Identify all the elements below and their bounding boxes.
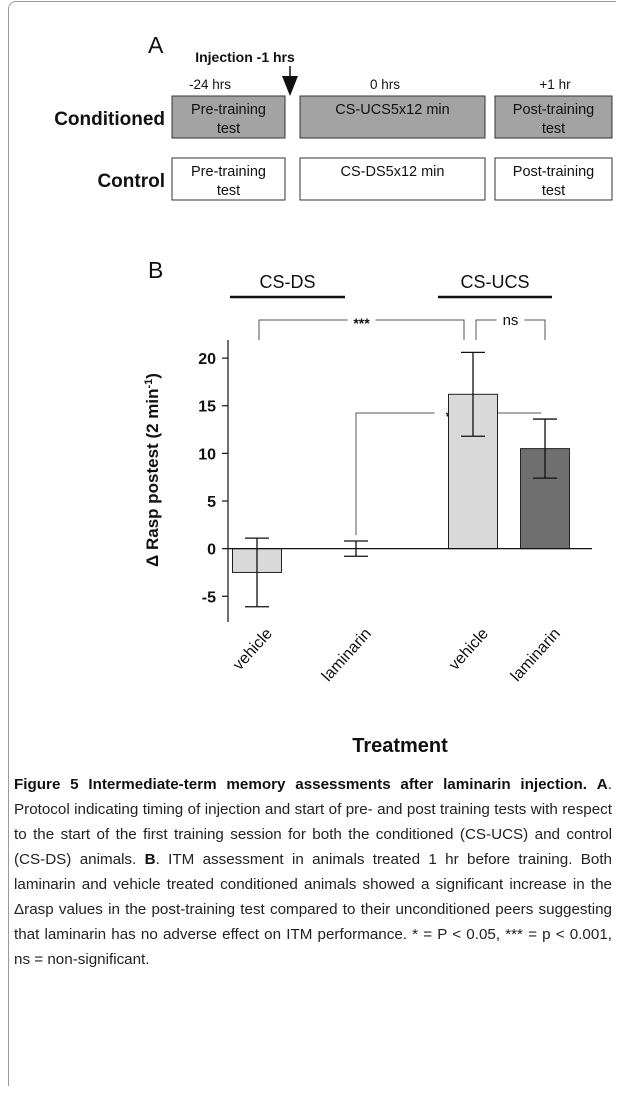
y-axis-label: Δ Rasp postest (2 min-1) bbox=[143, 373, 162, 567]
caption-b-text: . ITM assessment in animals treated 1 hr… bbox=[14, 851, 612, 968]
protocol-box bbox=[171, 95, 286, 139]
protocol-box bbox=[299, 157, 486, 201]
y-tick-label: 0 bbox=[207, 542, 216, 559]
x-tick-label: laminarin bbox=[319, 625, 375, 685]
time-label: +1 hr bbox=[539, 77, 571, 92]
protocol-box bbox=[171, 157, 286, 201]
label-bg bbox=[496, 312, 525, 328]
caption-a-label: A bbox=[596, 776, 608, 793]
bar-chart: -505101520****nsvehiclelaminarinvehiclel… bbox=[198, 272, 592, 685]
label-bg bbox=[347, 312, 376, 328]
time-label: -24 hrs bbox=[189, 77, 231, 92]
arrow-head bbox=[282, 76, 298, 96]
box-text: test bbox=[542, 183, 565, 199]
x-tick-label: laminarin bbox=[508, 625, 564, 685]
y-tick-label: 5 bbox=[207, 494, 216, 511]
caption-title: Figure 5 Intermediate-term memory assess… bbox=[14, 776, 588, 793]
figure-frame bbox=[8, 1, 616, 1086]
protocol-box bbox=[299, 95, 486, 139]
box-text: Post-training bbox=[513, 164, 594, 180]
box-text: Pre-training bbox=[191, 102, 266, 118]
caption-b-label: B bbox=[144, 851, 156, 868]
protocol-box bbox=[494, 95, 613, 139]
panel-label: A bbox=[148, 32, 164, 58]
box-text: test bbox=[217, 121, 240, 137]
row-label: Conditioned bbox=[54, 109, 165, 130]
figure: A Injection -1 hrs -24 hrs 0 hrs +1 hr C… bbox=[54, 32, 613, 757]
y-tick-label: 10 bbox=[198, 446, 216, 463]
box-text: Post-training bbox=[513, 102, 594, 118]
protocol: Conditioned Pre-training test CS-UCS5x12 mi… bbox=[54, 95, 613, 201]
group-label: CS-UCS bbox=[460, 272, 529, 292]
significance-label: *** bbox=[353, 315, 370, 331]
caption-a-text: . Protocol indicating timing of injectio… bbox=[14, 776, 612, 868]
row-label: Control bbox=[97, 171, 165, 192]
significance-label: ns bbox=[503, 312, 519, 329]
y-label-sup: -1 bbox=[143, 379, 155, 389]
box-text: CS-UCS5x12 min bbox=[335, 102, 449, 118]
y-tick-label: -5 bbox=[202, 589, 216, 606]
injection-label: Injection -1 hrs bbox=[195, 49, 295, 65]
box-text: CS-DS5x12 min bbox=[341, 164, 445, 180]
box-text: test bbox=[542, 121, 565, 137]
box-text: test bbox=[217, 183, 240, 199]
protocol-box bbox=[494, 157, 613, 201]
y-tick-label: 15 bbox=[198, 399, 216, 416]
panel-label: B bbox=[148, 257, 163, 283]
group-label: CS-DS bbox=[259, 272, 315, 292]
x-tick-label: vehicle bbox=[446, 625, 492, 673]
x-axis-label: Treatment bbox=[352, 735, 448, 757]
caption: Figure 5 Intermediate-term memory assess… bbox=[14, 772, 612, 972]
y-label-end: ) bbox=[143, 373, 162, 379]
y-tick-label: 20 bbox=[198, 351, 216, 368]
x-tick-label: vehicle bbox=[230, 625, 276, 673]
time-label: 0 hrs bbox=[370, 77, 400, 92]
y-label-main: Δ Rasp postest (2 min bbox=[143, 388, 162, 566]
box-text: Pre-training bbox=[191, 164, 266, 180]
